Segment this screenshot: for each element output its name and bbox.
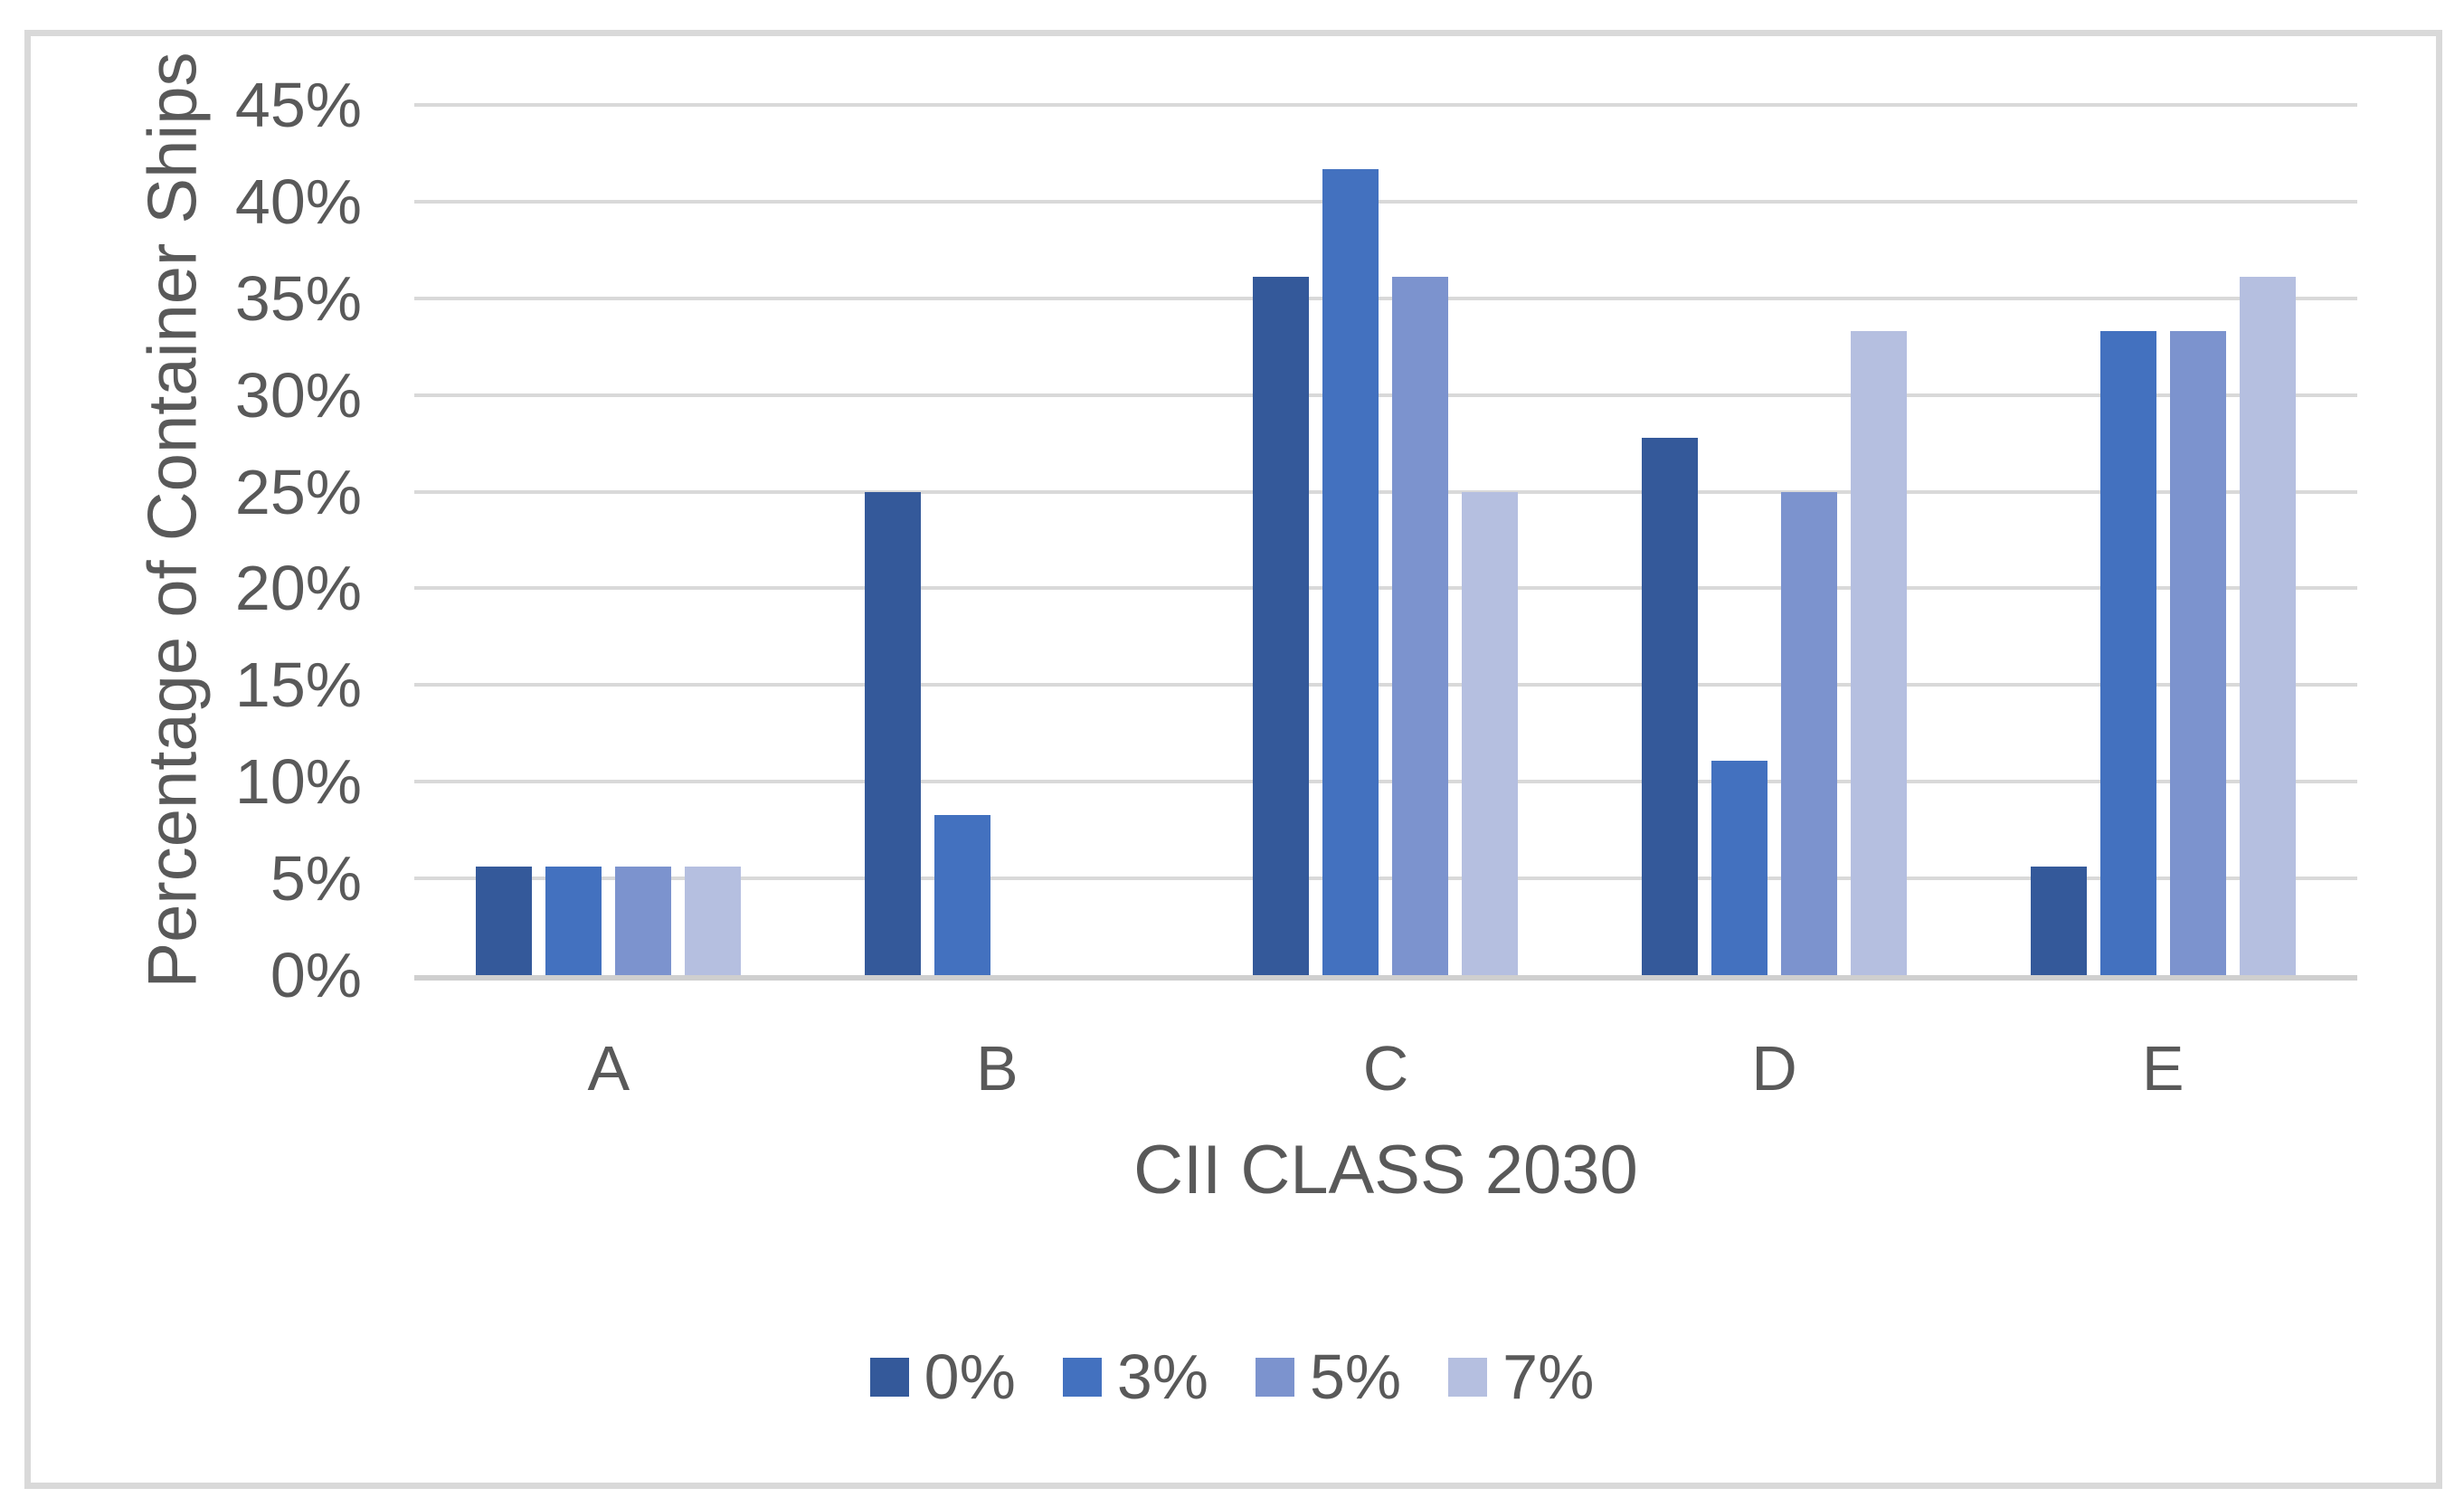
gridline-15% bbox=[414, 683, 2357, 687]
bar-E-3% bbox=[2099, 331, 2156, 975]
bar-D-7% bbox=[1851, 331, 1908, 975]
legend-label: 3% bbox=[1116, 1341, 1208, 1412]
x-category-label-D: D bbox=[1751, 1033, 1797, 1104]
bar-E-7% bbox=[2239, 277, 2296, 975]
x-axis-title: CII CLASS 2030 bbox=[1133, 1132, 1638, 1208]
bar-group-A bbox=[414, 105, 803, 975]
bar-C-5% bbox=[1392, 277, 1449, 975]
y-tick-label-5%: 5% bbox=[270, 843, 362, 915]
x-category-label-B: B bbox=[976, 1033, 1019, 1104]
bar-C-0% bbox=[1253, 277, 1310, 975]
gridline-20% bbox=[414, 586, 2357, 591]
legend-item-5%: 5% bbox=[1256, 1343, 1401, 1410]
y-tick-label-25%: 25% bbox=[234, 456, 362, 527]
y-tick-label-40%: 40% bbox=[234, 166, 362, 237]
bar-B-3% bbox=[933, 814, 990, 975]
legend: 0% 3% 5% 7% bbox=[0, 1343, 2464, 1410]
bar-C-7% bbox=[1462, 491, 1519, 975]
gridline-40% bbox=[414, 199, 2357, 204]
y-tick-label-20%: 20% bbox=[234, 553, 362, 624]
bar-group-B bbox=[803, 105, 1192, 975]
bar-D-5% bbox=[1781, 491, 1838, 975]
bar-group-C bbox=[1191, 105, 1580, 975]
bar-A-3% bbox=[545, 867, 602, 975]
gridline-45% bbox=[414, 103, 2357, 107]
legend-marker-icon bbox=[1448, 1357, 1488, 1397]
x-category-label-A: A bbox=[587, 1033, 630, 1104]
legend-marker-icon bbox=[1256, 1357, 1294, 1397]
legend-label: 0% bbox=[924, 1341, 1016, 1412]
bar-group-E bbox=[1968, 105, 2357, 975]
y-tick-label-0%: 0% bbox=[270, 940, 362, 1010]
bar-D-0% bbox=[1642, 437, 1699, 975]
gridline-25% bbox=[414, 489, 2357, 494]
bar-B-0% bbox=[864, 491, 921, 975]
x-axis-baseline bbox=[414, 975, 2357, 981]
y-tick-label-10%: 10% bbox=[234, 746, 362, 818]
legend-item-3%: 3% bbox=[1062, 1341, 1208, 1412]
bar-A-5% bbox=[615, 867, 672, 975]
legend-item-0%: 0% bbox=[869, 1341, 1016, 1412]
y-tick-label-30%: 30% bbox=[234, 359, 362, 431]
bar-C-3% bbox=[1322, 168, 1379, 975]
bar-group-D bbox=[1580, 105, 1969, 975]
y-tick-label-35%: 35% bbox=[234, 262, 362, 334]
bar-E-0% bbox=[2030, 867, 2087, 975]
y-tick-label-45%: 45% bbox=[234, 70, 362, 140]
x-category-label-E: E bbox=[2141, 1033, 2184, 1104]
bar-A-0% bbox=[476, 867, 533, 975]
legend-marker-icon bbox=[869, 1357, 909, 1397]
gridline-30% bbox=[414, 393, 2357, 397]
gridline-5% bbox=[414, 877, 2357, 881]
legend-label: 7% bbox=[1502, 1341, 1595, 1412]
legend-item-7%: 7% bbox=[1448, 1343, 1594, 1410]
gridline-35% bbox=[414, 296, 2357, 300]
bar-D-3% bbox=[1711, 760, 1768, 975]
gridline-10% bbox=[414, 780, 2357, 784]
x-category-label-C: C bbox=[1362, 1033, 1409, 1104]
bar-A-7% bbox=[685, 867, 742, 975]
y-tick-label-15%: 15% bbox=[234, 649, 362, 721]
bar-E-5% bbox=[2169, 331, 2226, 975]
bar-series-container bbox=[414, 105, 2357, 975]
chart-frame-border bbox=[24, 30, 2442, 1489]
plot-area bbox=[414, 103, 2357, 981]
legend-label: 5% bbox=[1310, 1341, 1402, 1412]
legend-marker-icon bbox=[1062, 1357, 1102, 1397]
